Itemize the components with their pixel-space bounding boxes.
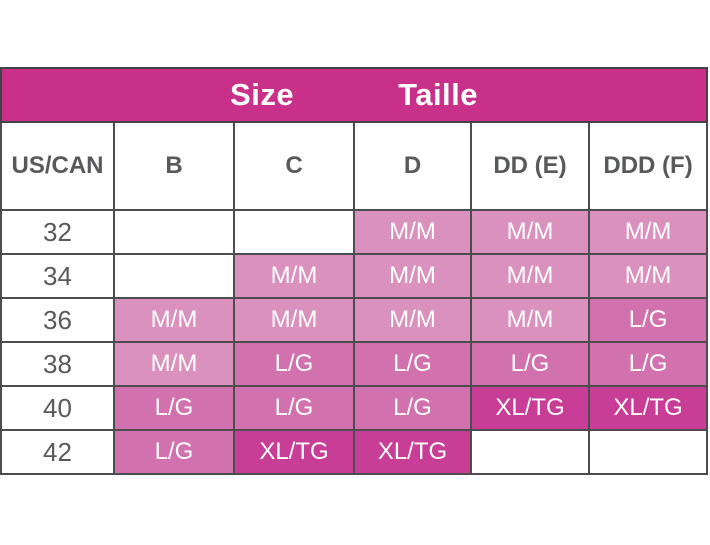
size-value-cell: L/G [353,385,472,431]
table-row: 38 M/M L/G L/G L/G L/G [0,341,709,387]
size-empty-cell [233,209,355,255]
size-value-cell: XL/TG [470,385,590,431]
table-title: Size Taille [2,77,706,113]
row-band-size: 34 [0,253,115,299]
size-value-cell: L/G [113,429,235,475]
size-value-cell: XL/TG [587,385,709,431]
size-value-cell: L/G [113,385,235,431]
size-value-cell: M/M [353,297,472,343]
size-value-cell: M/M [470,253,590,299]
size-value-cell: M/M [233,297,355,343]
size-chart-table: Size Taille US/CAN B C D DD (E) DDD (F) … [0,67,709,475]
column-header-uscan: US/CAN [0,121,115,211]
size-value-cell: L/G [353,341,472,387]
size-value-cell: L/G [587,297,709,343]
column-header-dd-e: DD (E) [470,121,590,211]
size-empty-cell [470,429,590,475]
column-header-c: C [233,121,355,211]
size-value-cell: M/M [113,297,235,343]
table-row: 36 M/M M/M M/M M/M L/G [0,297,709,343]
table-row: 40 L/G L/G L/G XL/TG XL/TG [0,385,709,431]
row-band-size: 42 [0,429,115,475]
size-value-cell: M/M [353,209,472,255]
column-header-b: B [113,121,235,211]
column-header-d: D [353,121,472,211]
size-value-cell: L/G [587,341,709,387]
size-title-label: Size [230,77,295,112]
size-value-cell: M/M [353,253,472,299]
size-value-cell: M/M [470,209,590,255]
size-value-cell: XL/TG [353,429,472,475]
size-value-cell: M/M [470,297,590,343]
row-band-size: 38 [0,341,115,387]
size-value-cell: L/G [233,341,355,387]
table-body: 32 M/M M/M M/M 34 M/M M/M M/M M/M 36 M/M M/M M/M M/M L… [0,209,709,475]
size-empty-cell [113,253,235,299]
size-value-cell: XL/TG [233,429,355,475]
size-empty-cell [587,429,709,475]
row-band-size: 40 [0,385,115,431]
table-row: 34 M/M M/M M/M M/M [0,253,709,299]
taille-title-label: Taille [398,77,479,112]
size-value-cell: M/M [587,209,709,255]
table-row: 42 L/G XL/TG XL/TG [0,429,709,475]
table-row: 32 M/M M/M M/M [0,209,709,255]
size-value-cell: L/G [470,341,590,387]
table-title-band: Size Taille [0,67,709,123]
size-value-cell: M/M [233,253,355,299]
size-value-cell: M/M [113,341,235,387]
size-value-cell: L/G [233,385,355,431]
row-band-size: 36 [0,297,115,343]
column-header-ddd-f: DDD (F) [587,121,709,211]
size-value-cell: M/M [587,253,709,299]
row-band-size: 32 [0,209,115,255]
column-header-row: US/CAN B C D DD (E) DDD (F) [0,121,709,211]
size-empty-cell [113,209,235,255]
